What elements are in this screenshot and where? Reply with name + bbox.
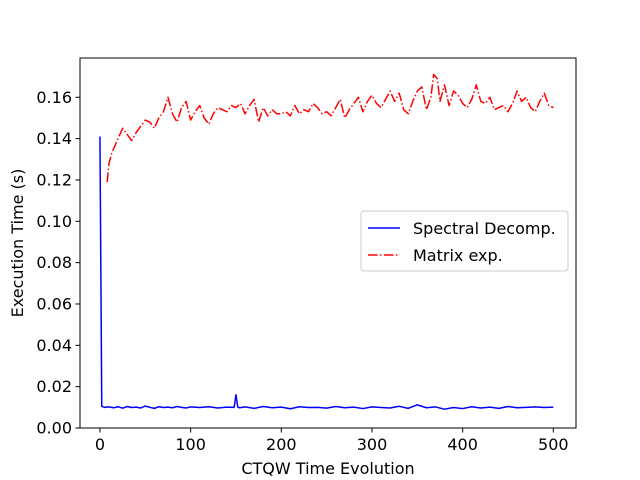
y-tick-label: 0.08 — [36, 253, 72, 272]
series-line-0 — [99, 136, 554, 410]
legend-label-0: Spectral Decomp. — [413, 219, 556, 238]
y-tick-label: 0.04 — [36, 336, 72, 355]
x-tick-label: 400 — [447, 435, 478, 454]
x-tick-label: 100 — [175, 435, 206, 454]
y-tick-label: 0.02 — [36, 377, 72, 396]
y-tick-label: 0.14 — [36, 129, 72, 148]
y-tick-label: 0.16 — [36, 88, 72, 107]
legend-label-1: Matrix exp. — [413, 246, 503, 265]
series-line-1 — [106, 73, 554, 183]
x-tick-label: 300 — [357, 435, 388, 454]
legend-box — [360, 210, 569, 272]
y-axis-label: Execution Time (s) — [8, 169, 27, 318]
x-tick-label: 200 — [266, 435, 297, 454]
y-tick-label: 0.10 — [36, 212, 72, 231]
x-axis: 0 100 200 300 400 500 — [95, 428, 569, 454]
y-tick-label: 0.06 — [36, 294, 72, 313]
x-axis-label: CTQW Time Evolution — [241, 459, 414, 478]
plot-frame — [79, 57, 577, 429]
y-tick-label: 0.00 — [36, 419, 72, 438]
y-tick-label: 0.12 — [36, 170, 72, 189]
plot-lines — [99, 73, 554, 410]
x-tick-label: 500 — [538, 435, 569, 454]
x-tick-label: 0 — [95, 435, 105, 454]
y-axis: 0.00 0.02 0.04 0.06 0.08 0.10 0.12 0.14 0.16 — [36, 88, 80, 438]
legend: Spectral Decomp. Matrix exp. — [360, 210, 569, 272]
